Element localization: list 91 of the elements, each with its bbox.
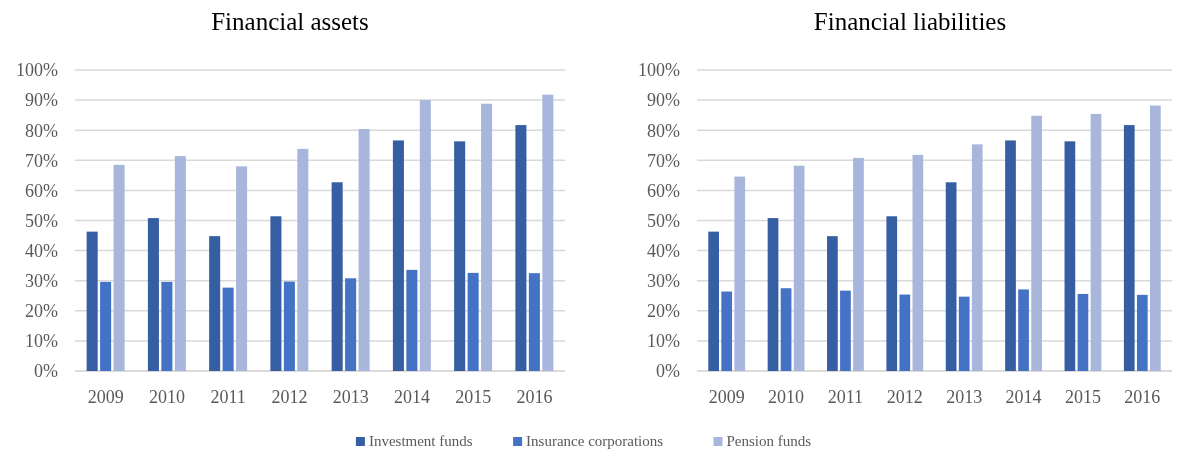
bar xyxy=(161,281,173,371)
bar xyxy=(945,182,957,371)
y-tick-label: 50% xyxy=(647,210,680,231)
y-tick-label: 0% xyxy=(34,361,58,382)
bar xyxy=(1123,125,1135,371)
bar xyxy=(209,236,221,371)
x-tick-label: 2014 xyxy=(393,387,430,407)
bar xyxy=(481,103,493,371)
bar xyxy=(297,148,309,371)
bar xyxy=(1005,140,1016,371)
bar xyxy=(147,218,159,371)
bar xyxy=(283,281,295,371)
bar xyxy=(467,272,479,371)
bar xyxy=(392,140,404,371)
bar xyxy=(113,164,125,371)
legend-label: Insurance corporations xyxy=(526,433,664,449)
x-tick-label: 2012 xyxy=(886,387,923,407)
bar xyxy=(100,281,112,371)
bar xyxy=(236,166,248,371)
x-tick-label: 2011 xyxy=(210,387,246,407)
y-tick-label: 90% xyxy=(647,90,680,111)
bar xyxy=(542,94,554,371)
bar xyxy=(1031,115,1042,371)
bar xyxy=(734,176,746,371)
bar xyxy=(793,165,805,371)
y-tick-label: 100% xyxy=(638,60,680,81)
chart-title: Financial liabilities xyxy=(813,8,1007,35)
y-tick-label: 100% xyxy=(16,60,58,81)
y-tick-label: 70% xyxy=(647,150,680,171)
bar xyxy=(454,141,466,371)
chart-title: Financial assets xyxy=(211,8,369,35)
x-tick-label: 2010 xyxy=(148,387,185,407)
bar xyxy=(528,273,540,371)
bar xyxy=(708,231,719,371)
x-tick-label: 2012 xyxy=(271,387,308,407)
bar xyxy=(1018,289,1029,371)
legend-label: Investment funds xyxy=(368,433,473,449)
y-tick-label: 40% xyxy=(647,240,680,261)
y-tick-label: 60% xyxy=(647,180,680,201)
bar xyxy=(270,216,282,371)
bar xyxy=(827,236,838,371)
y-tick-label: 90% xyxy=(25,90,58,111)
bar xyxy=(780,288,792,371)
x-tick-label: 2013 xyxy=(332,387,369,407)
bar xyxy=(1150,105,1161,371)
bar xyxy=(767,218,779,371)
y-tick-label: 20% xyxy=(25,301,58,322)
x-tick-label: 2016 xyxy=(1124,387,1161,407)
bar xyxy=(912,154,924,371)
bar xyxy=(958,296,970,371)
x-tick-label: 2011 xyxy=(827,387,864,407)
bar xyxy=(853,157,864,371)
bar xyxy=(419,100,431,371)
y-tick-label: 10% xyxy=(25,331,58,352)
x-tick-label: 2015 xyxy=(1064,387,1101,407)
y-tick-label: 70% xyxy=(25,150,58,171)
legend-label: Pension funds xyxy=(726,433,812,449)
y-tick-label: 80% xyxy=(25,120,58,141)
x-tick-label: 2015 xyxy=(455,387,492,407)
bar xyxy=(331,182,343,371)
x-tick-label: 2010 xyxy=(768,387,805,407)
bar xyxy=(971,144,983,371)
y-tick-label: 80% xyxy=(647,120,680,141)
y-tick-label: 60% xyxy=(25,180,58,201)
bar xyxy=(899,294,911,371)
bar xyxy=(1136,294,1148,371)
bar xyxy=(406,269,418,371)
bar xyxy=(1090,113,1102,371)
bar xyxy=(86,231,98,371)
bar xyxy=(358,129,370,371)
y-tick-label: 20% xyxy=(647,301,680,322)
x-tick-label: 2016 xyxy=(516,387,553,407)
y-tick-label: 50% xyxy=(25,210,58,231)
x-tick-label: 2014 xyxy=(1005,387,1042,407)
y-tick-label: 30% xyxy=(647,271,680,291)
bar xyxy=(174,156,186,371)
bar xyxy=(1077,293,1089,371)
y-tick-label: 10% xyxy=(647,331,680,352)
bar xyxy=(222,287,234,371)
x-tick-label: 2009 xyxy=(708,387,745,407)
bar xyxy=(515,125,527,371)
bar xyxy=(1064,141,1076,371)
bar xyxy=(721,291,733,371)
bar xyxy=(840,290,851,371)
y-tick-label: 40% xyxy=(25,240,58,261)
bar xyxy=(345,278,357,371)
x-tick-label: 2013 xyxy=(946,387,983,407)
x-tick-label: 2009 xyxy=(87,387,124,407)
bar xyxy=(886,216,898,371)
y-tick-label: 30% xyxy=(25,271,58,291)
y-tick-label: 0% xyxy=(656,361,680,382)
